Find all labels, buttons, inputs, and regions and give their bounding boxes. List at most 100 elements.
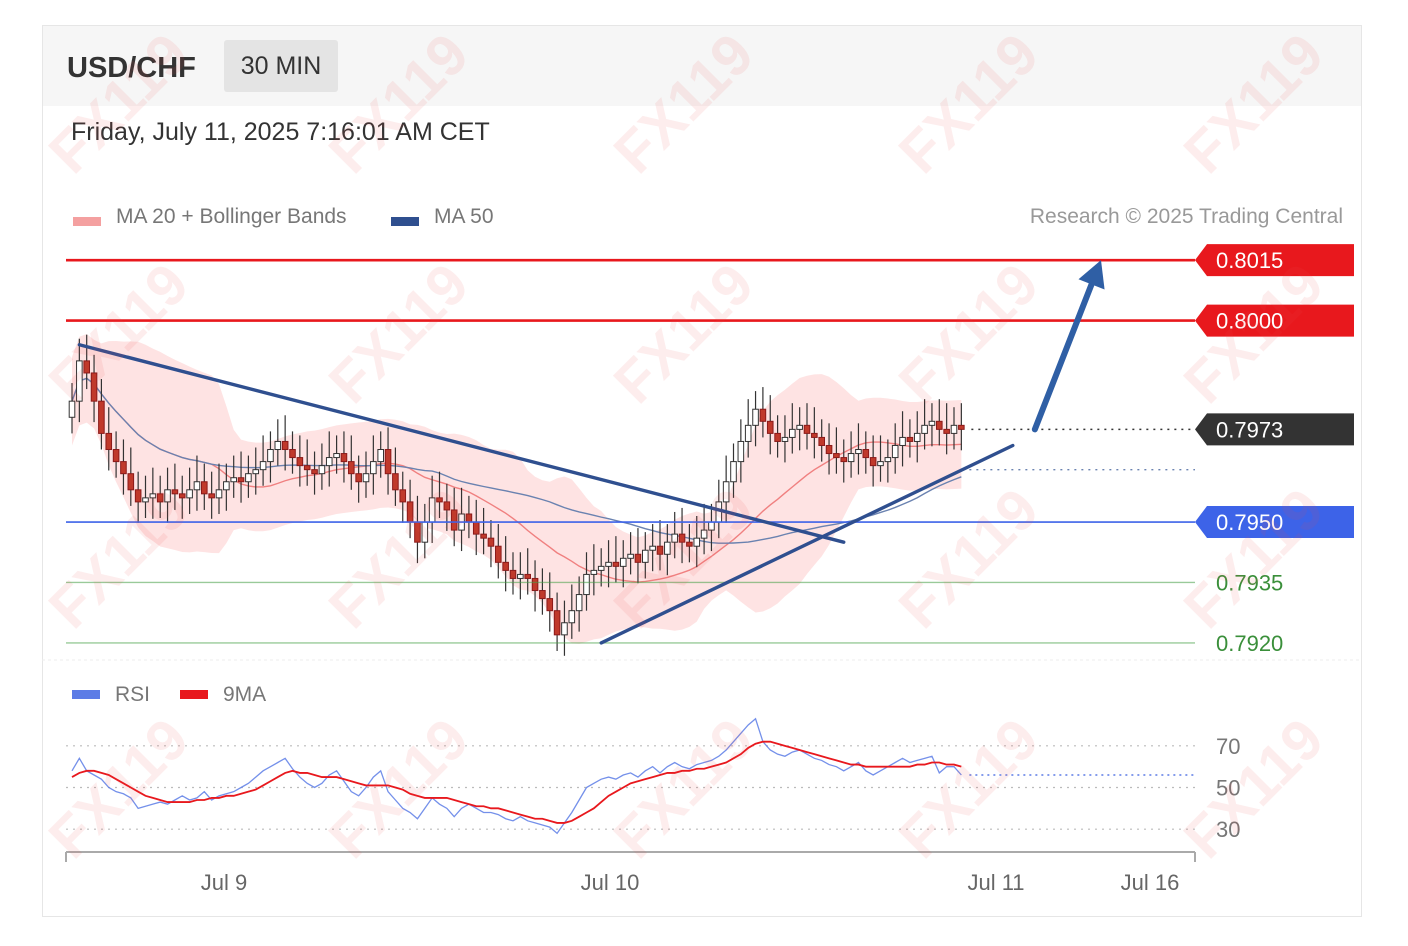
candle-body — [539, 590, 546, 600]
candle-body — [142, 497, 149, 503]
candle-body — [355, 473, 362, 483]
candle-body — [833, 453, 840, 459]
level-label-0.7950: 0.7950 — [1216, 510, 1283, 535]
candle — [686, 524, 693, 563]
candle-body — [98, 400, 105, 434]
candle — [869, 435, 877, 487]
candle — [590, 544, 598, 596]
candle — [480, 507, 487, 555]
candle — [891, 423, 899, 474]
candle — [840, 439, 848, 483]
candle-body — [502, 561, 509, 571]
candle — [120, 439, 127, 495]
candle — [531, 560, 539, 612]
candle-body — [796, 424, 803, 430]
candle-body — [267, 449, 274, 463]
candle — [112, 431, 120, 478]
candle — [524, 548, 532, 595]
candle-body — [193, 481, 201, 491]
candle-body — [76, 360, 83, 402]
rsi-tick-30: 30 — [1216, 817, 1240, 842]
candle-body — [840, 457, 848, 463]
candle — [752, 391, 759, 447]
trendline-1 — [77, 343, 846, 544]
candle — [634, 528, 642, 584]
candle-body — [678, 533, 686, 543]
candle — [649, 524, 656, 572]
timeframe-badge[interactable]: 30 MIN — [224, 40, 338, 92]
candle-body — [649, 545, 656, 551]
candle-body — [671, 533, 679, 543]
ma20-legend-swatch — [73, 217, 101, 226]
candle — [568, 584, 576, 639]
candle-body — [252, 469, 260, 475]
candle — [855, 423, 862, 475]
candle — [575, 576, 583, 632]
candle — [68, 383, 76, 434]
candle — [289, 431, 296, 474]
candle-body — [443, 501, 451, 511]
candle-body — [127, 473, 135, 491]
x-tick-label: Jul 11 — [967, 870, 1024, 895]
candle — [164, 467, 171, 523]
candle — [928, 403, 936, 447]
candle-body — [891, 444, 899, 459]
ma50-line — [71, 377, 962, 544]
rsi-legend-label: RSI — [115, 683, 150, 706]
ma50-legend-label: MA 50 — [434, 205, 494, 228]
candle — [450, 487, 458, 547]
candle — [921, 399, 928, 450]
candle — [656, 520, 664, 571]
candle — [215, 463, 223, 514]
ma20-line — [71, 377, 962, 583]
candle-body — [575, 594, 583, 612]
candle-body — [700, 529, 708, 539]
candle — [193, 455, 201, 511]
candle-body — [619, 557, 627, 567]
candle-body — [450, 509, 458, 531]
candle-body — [752, 408, 759, 426]
trendline-2 — [599, 443, 1015, 645]
candle — [730, 443, 737, 498]
candle — [737, 419, 745, 483]
rsi-ma-line — [71, 740, 962, 824]
candle — [303, 439, 311, 486]
candle — [700, 503, 708, 555]
candle — [325, 431, 333, 487]
candle-body — [568, 610, 576, 624]
candle-body — [384, 449, 392, 475]
candle-body — [120, 461, 127, 475]
candle-body — [186, 489, 193, 499]
candle — [553, 592, 561, 651]
candle-body — [201, 481, 208, 495]
candle — [906, 419, 914, 458]
candle-body — [215, 489, 223, 499]
candle-body — [281, 440, 289, 451]
candle-body — [289, 449, 296, 459]
level-label-0.7935: 0.7935 — [1216, 570, 1283, 595]
candle — [377, 431, 384, 478]
candle-body — [362, 473, 370, 483]
candle — [318, 443, 326, 490]
x-tick-label: Jul 10 — [581, 870, 640, 895]
candle — [245, 455, 252, 498]
candle-body — [105, 432, 113, 451]
candle-body — [642, 549, 649, 563]
candle — [936, 399, 943, 446]
candle-body — [208, 493, 215, 499]
candle — [495, 524, 502, 579]
candle — [98, 379, 105, 450]
rsi-tick-50: 50 — [1216, 776, 1240, 801]
candle-body — [325, 457, 333, 467]
candle-body — [112, 449, 120, 463]
candle — [619, 540, 627, 588]
candle-body — [303, 465, 311, 471]
candle-body — [436, 497, 443, 503]
candle — [267, 431, 274, 483]
candle — [796, 407, 803, 451]
candle — [156, 475, 164, 519]
candle-body — [825, 444, 833, 455]
candle — [509, 552, 517, 595]
candle — [678, 507, 686, 564]
candle — [583, 552, 590, 611]
